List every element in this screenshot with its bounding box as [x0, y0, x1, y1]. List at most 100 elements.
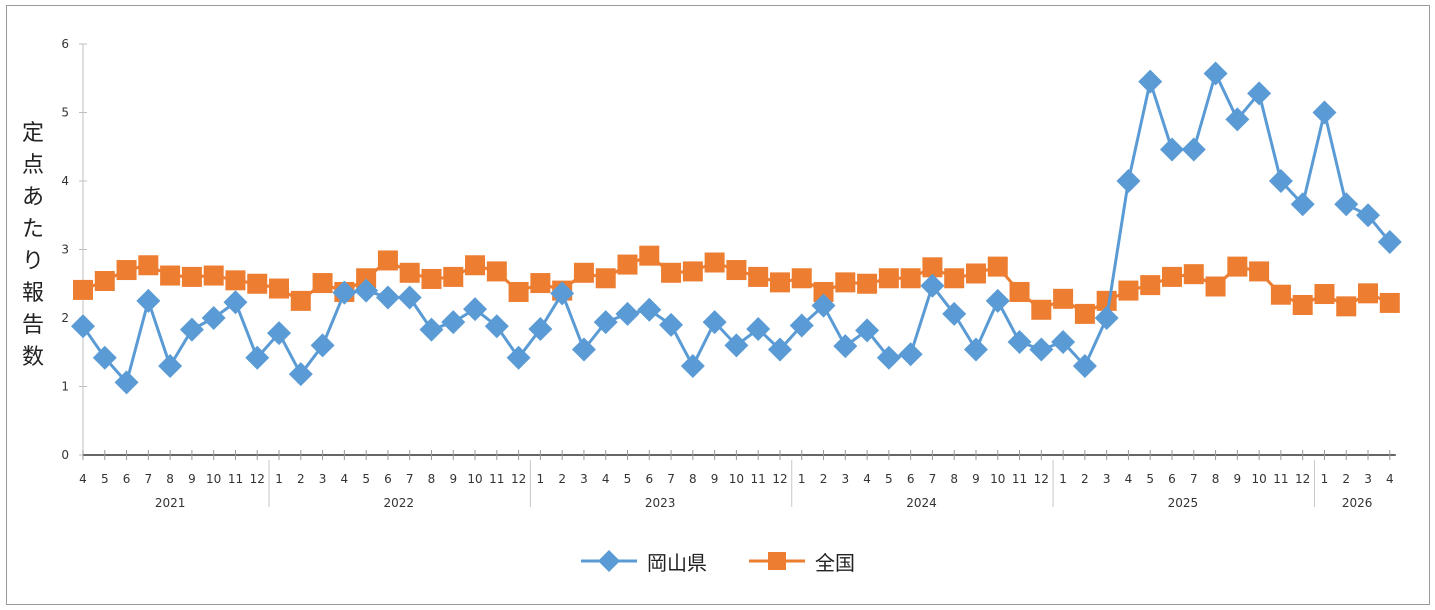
y-tick-label: 3 — [61, 243, 69, 257]
year-label: 2024 — [906, 496, 937, 510]
national-point — [203, 265, 224, 286]
x-tick-label: 5 — [885, 472, 893, 486]
okayama-point — [71, 314, 95, 339]
okayama-point — [1334, 192, 1359, 217]
okayama-point — [680, 353, 705, 378]
national-point — [835, 272, 856, 293]
x-tick-label: 12 — [772, 472, 787, 486]
national-point — [639, 245, 660, 266]
x-tick-label: 5 — [1146, 472, 1154, 486]
national-point — [944, 268, 965, 289]
national-point — [486, 261, 507, 282]
x-tick-label: 4 — [79, 472, 87, 486]
okayama-point — [1356, 203, 1381, 228]
national-point — [116, 260, 137, 281]
x-tick-label: 6 — [907, 472, 915, 486]
national-point — [878, 268, 899, 289]
national-point — [573, 262, 594, 283]
national-point — [421, 268, 442, 289]
national-point — [1270, 284, 1291, 305]
x-tick-label: 2 — [1342, 472, 1350, 486]
okayama-point — [1138, 69, 1163, 94]
x-tick-label: 11 — [228, 472, 243, 486]
okayama-point — [484, 314, 509, 339]
national-point — [617, 254, 638, 275]
national-point — [1140, 275, 1161, 296]
x-tick-label: 7 — [145, 472, 153, 486]
x-tick-label: 6 — [123, 472, 131, 486]
chart-frame: 0 1 2 3 4 5 6 4 5 6 7 8 9 10 11 12 1 2 3 4 5 6 7 8 9 10 11 12 1 2 3 4 5 6… — [6, 5, 1430, 605]
okayama-point — [201, 306, 226, 330]
national-point — [1205, 276, 1226, 297]
y-tick-label: 2 — [61, 311, 69, 325]
x-tick-label: 5 — [101, 472, 109, 486]
x-tick-label: 4 — [602, 472, 610, 486]
okayama-point — [1116, 169, 1141, 193]
okayama-point — [1377, 229, 1402, 254]
national-point — [595, 268, 616, 289]
national-point — [247, 273, 268, 294]
year-label: 2023 — [645, 496, 676, 510]
national-point — [1379, 292, 1400, 313]
okayama-point — [528, 316, 553, 341]
national-point — [530, 273, 551, 294]
x-tick-label: 6 — [1168, 472, 1176, 486]
x-tick-label: 12 — [1034, 472, 1049, 486]
national-point — [748, 266, 769, 287]
y-axis-title-char: 点 — [21, 153, 44, 178]
okayama-point — [767, 337, 792, 362]
national-point — [682, 261, 703, 282]
national-point — [290, 290, 311, 311]
x-tick-label: 10 — [467, 472, 482, 486]
x-tick-label: 8 — [689, 472, 697, 486]
national-point — [1336, 296, 1357, 317]
national-point — [791, 268, 812, 289]
x-tick-label: 6 — [645, 472, 653, 486]
x-tick-label: 8 — [1212, 472, 1220, 486]
national-point — [138, 255, 159, 276]
okayama-point — [267, 321, 292, 346]
national-point — [377, 250, 398, 271]
okayama-point — [332, 280, 357, 305]
okayama-point — [114, 370, 139, 395]
okayama-point — [463, 297, 488, 322]
x-tick-label: 11 — [1273, 472, 1288, 486]
x-tick-label: 2 — [297, 472, 305, 486]
national-point — [1292, 294, 1313, 315]
okayama-point — [1094, 306, 1119, 330]
x-tick-label: 12 — [511, 472, 526, 486]
year-label: 2022 — [384, 496, 415, 510]
national-point — [857, 273, 878, 294]
y-tick-label: 1 — [61, 380, 69, 394]
okayama-point — [375, 285, 400, 310]
national-point — [987, 256, 1008, 277]
x-tick-label: 5 — [624, 472, 632, 486]
legend-item-national: 全国 — [747, 547, 855, 576]
national-point — [94, 271, 115, 292]
okayama-point — [158, 353, 183, 378]
x-tick-label: 6 — [384, 472, 392, 486]
x-tick-label: 10 — [206, 472, 221, 486]
y-tick-label: 4 — [61, 174, 69, 188]
x-tick-label: 12 — [1295, 472, 1310, 486]
national-point — [1183, 264, 1204, 285]
okayama-point — [789, 313, 814, 338]
x-tick-label: 1 — [1059, 472, 1067, 486]
okayama-point — [746, 316, 771, 341]
national-point — [900, 268, 921, 289]
national-point — [269, 278, 290, 299]
y-tick-label: 0 — [61, 448, 69, 462]
okayama-point — [920, 273, 945, 298]
okayama-point — [1051, 329, 1076, 354]
y-axis-title-char: あ — [21, 185, 44, 210]
national-point — [922, 257, 943, 278]
okayama-point — [136, 288, 161, 313]
national-point — [1009, 281, 1030, 302]
x-tick-label: 8 — [166, 472, 174, 486]
okayama-point — [397, 285, 422, 310]
x-tick-label: 4 — [1386, 472, 1394, 486]
national-point — [465, 255, 486, 276]
x-tick-label: 9 — [188, 472, 196, 486]
national-point — [704, 252, 725, 273]
national-point — [1031, 299, 1052, 320]
